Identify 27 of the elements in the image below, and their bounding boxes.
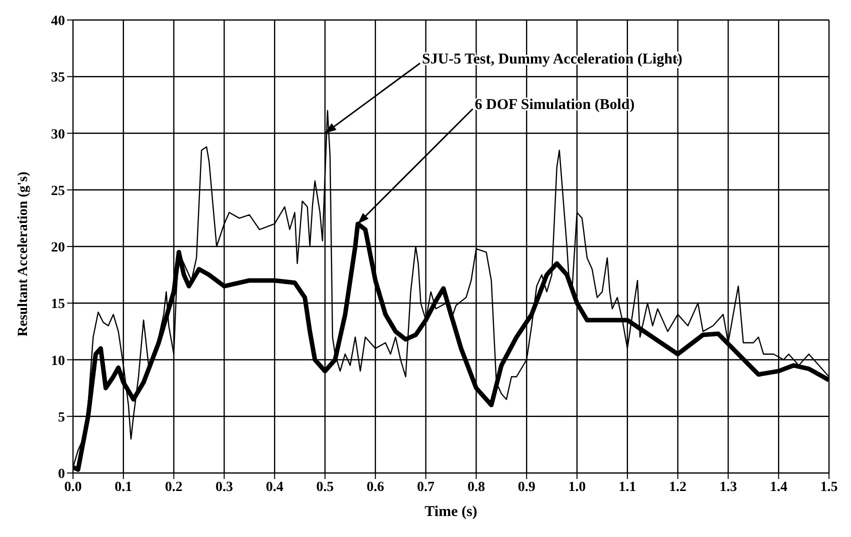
y-tick-label: 15 <box>51 297 65 312</box>
x-tick-label: 1.1 <box>618 480 636 495</box>
x-tick-label: 0.1 <box>114 480 132 495</box>
x-tick-label: 0.4 <box>266 480 284 495</box>
x-tick-label: 1.2 <box>669 480 687 495</box>
x-tick-label: 1.5 <box>820 480 838 495</box>
x-tick-label: 0.2 <box>165 480 183 495</box>
x-tick-label: 0.7 <box>417 480 435 495</box>
y-axis-title: Resultant Acceleration (g's) <box>16 171 31 336</box>
y-tick-label: 20 <box>51 240 65 256</box>
x-tick-label: 1.3 <box>719 480 737 495</box>
y-tick-label: 40 <box>51 14 65 29</box>
y-tick-label: 35 <box>51 70 65 86</box>
x-axis-title: Time (s) <box>424 504 478 520</box>
x-tick-label: 0.6 <box>366 480 384 495</box>
x-tick-label: 0.9 <box>518 480 536 495</box>
x-tick-label: 0.8 <box>467 480 485 495</box>
x-tick-label: 1.4 <box>770 480 788 495</box>
x-tick-label: 0.5 <box>316 480 334 495</box>
y-tick-label: 0 <box>58 467 65 482</box>
x-tick-label: 1.0 <box>568 480 586 495</box>
x-tick-label: 0.0 <box>64 480 82 495</box>
y-tick-label: 10 <box>51 354 65 369</box>
x-tick-label: 0.3 <box>215 480 233 495</box>
y-tick-label: 25 <box>51 184 65 199</box>
y-tick-label: 5 <box>58 410 65 426</box>
y-tick-label: 30 <box>51 127 65 142</box>
